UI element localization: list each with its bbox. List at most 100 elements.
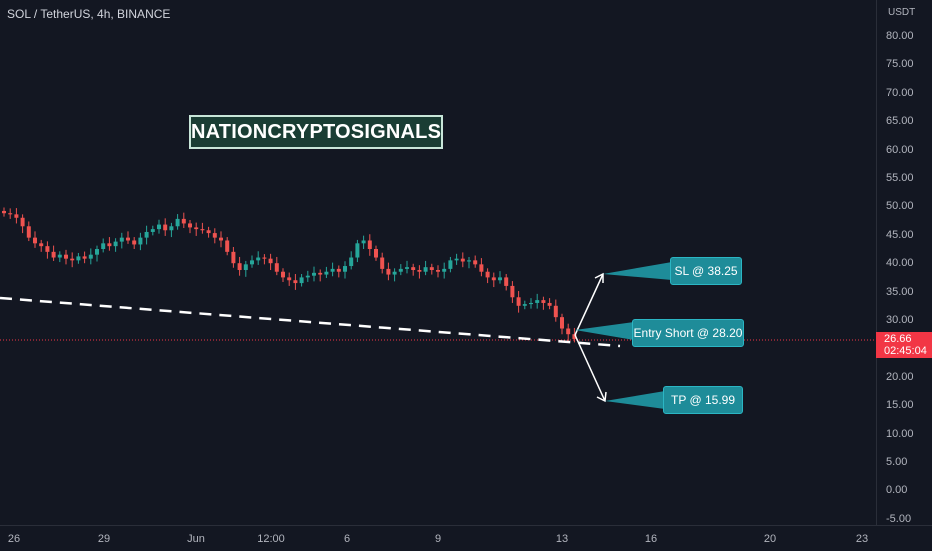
- candle-body: [45, 246, 50, 252]
- price-axis[interactable]: [876, 0, 932, 525]
- candle-body: [76, 256, 81, 261]
- candle-body: [460, 258, 465, 262]
- candle-body: [349, 257, 354, 267]
- candle-body: [423, 267, 428, 272]
- time-tick: 12:00: [257, 533, 285, 545]
- stop-loss-label[interactable]: SL @ 38.25: [670, 257, 742, 285]
- candle-body: [386, 268, 391, 275]
- candle-body: [324, 271, 329, 275]
- candle-body: [312, 272, 316, 276]
- candle-body: [119, 237, 124, 242]
- candle-body: [268, 258, 273, 264]
- time-tick: 9: [434, 533, 442, 545]
- candle-body: [175, 218, 180, 227]
- price-tick: 35.00: [886, 285, 914, 298]
- trendline[interactable]: [0, 296, 621, 348]
- price-tick: 45.00: [886, 228, 914, 241]
- candle-body: [510, 285, 515, 298]
- candle-body: [57, 254, 62, 258]
- candle-body: [163, 224, 168, 231]
- price-tick: 50.00: [886, 200, 914, 213]
- candle-body: [33, 237, 37, 244]
- candle-body: [70, 258, 75, 261]
- candle-body: [467, 260, 471, 262]
- time-tick: 23: [855, 533, 869, 545]
- take-profit-label[interactable]: TP @ 15.99: [663, 386, 743, 414]
- candle-body: [14, 214, 19, 218]
- price-tick: 75.00: [886, 58, 914, 71]
- candle-body: [454, 258, 459, 261]
- candle-countdown: 02:45:04: [884, 345, 927, 357]
- candle-body: [150, 229, 155, 232]
- candle-body: [206, 230, 211, 234]
- time-tick: 29: [97, 533, 111, 545]
- candle-body: [64, 254, 68, 259]
- candle-body: [355, 243, 360, 258]
- candle-body: [107, 243, 112, 247]
- candle-body: [374, 249, 378, 258]
- candle-body: [169, 226, 174, 231]
- candle-body: [82, 256, 87, 259]
- candle-body: [318, 272, 323, 275]
- price-tick: 0.00: [886, 484, 908, 497]
- candle-body: [237, 263, 242, 271]
- candle-body: [485, 271, 490, 278]
- price-axis-unit: USDT: [888, 7, 916, 18]
- candle-body: [26, 226, 31, 238]
- candle-body: [88, 254, 93, 259]
- trade-arrows: [574, 272, 607, 403]
- time-tick: 26: [7, 533, 21, 545]
- symbol-title[interactable]: SOL / TetherUS, 4h, BINANCE: [7, 7, 171, 21]
- price-tick: 60.00: [886, 143, 914, 156]
- candle-body: [281, 271, 285, 278]
- candle-body: [243, 264, 248, 271]
- candle-body: [436, 270, 440, 272]
- price-tick: 55.00: [886, 172, 914, 184]
- candle-body: [231, 251, 236, 264]
- candle-body: [380, 257, 385, 269]
- candle-body: [522, 304, 527, 306]
- candle-body: [529, 302, 533, 305]
- candle-body: [572, 334, 577, 339]
- candle-body: [417, 270, 422, 272]
- time-tick: Jun: [187, 533, 205, 545]
- current-price-badge: 26.66 02:45:04: [876, 332, 932, 358]
- candle-body: [429, 267, 434, 271]
- price-tick: 40.00: [886, 257, 914, 270]
- time-axis[interactable]: [0, 525, 932, 551]
- candle-body: [293, 280, 298, 284]
- candle-body: [101, 243, 106, 249]
- candle-body: [274, 263, 279, 272]
- candle-body: [442, 268, 447, 272]
- time-tick: 6: [343, 533, 351, 545]
- candle-body: [411, 267, 416, 271]
- entry-label[interactable]: Entry Short @ 28.20: [632, 319, 744, 347]
- candle-body: [479, 264, 484, 272]
- label-pointers: [575, 262, 672, 409]
- candle-body: [194, 227, 199, 230]
- price-tick: 15.00: [886, 399, 914, 412]
- candle-body: [200, 229, 205, 231]
- watermark-logo: NATIONCRYPTOSIGNALS: [189, 115, 443, 149]
- time-tick: 16: [644, 533, 658, 545]
- candle-body: [113, 241, 118, 247]
- time-tick: 13: [555, 533, 569, 545]
- candle-body: [225, 240, 230, 252]
- candle-body: [219, 237, 223, 241]
- candle-body: [305, 275, 310, 278]
- price-tick: -5.00: [886, 512, 912, 525]
- candle-body: [553, 305, 558, 318]
- candle-body: [473, 260, 478, 265]
- candle-body: [256, 257, 261, 261]
- price-tick: 65.00: [886, 115, 914, 128]
- candle-body: [250, 260, 254, 265]
- candle-body: [138, 237, 143, 245]
- candle-body: [392, 271, 397, 275]
- candle-body: [287, 277, 292, 281]
- candle-body: [8, 213, 13, 215]
- price-tick: 70.00: [886, 86, 914, 99]
- candle-body: [95, 249, 99, 255]
- candle-body: [367, 240, 372, 249]
- candle-body: [39, 243, 44, 247]
